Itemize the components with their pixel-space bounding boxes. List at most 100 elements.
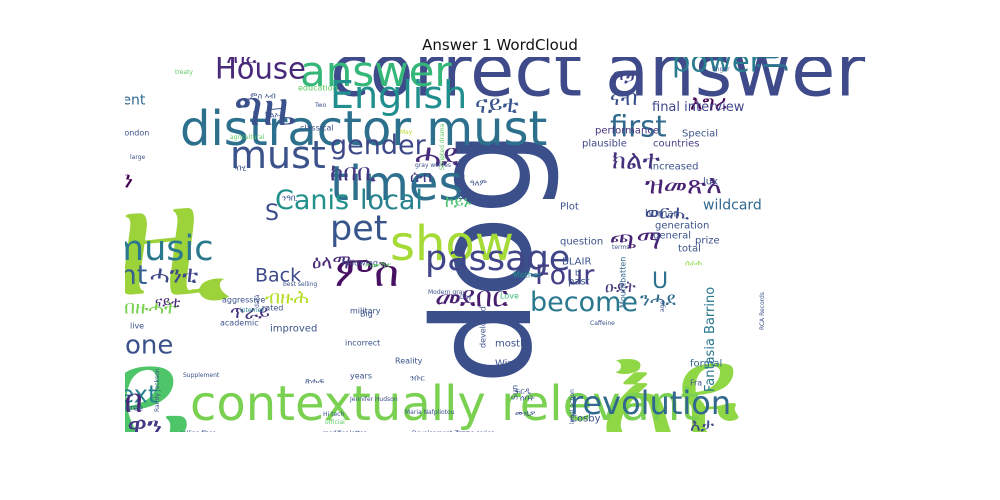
word-54: ንሓደ bbox=[640, 289, 676, 311]
word-45: ናብ bbox=[610, 86, 637, 110]
word-36: ዝመጽእ bbox=[645, 170, 722, 200]
word-122: finger bbox=[712, 66, 730, 73]
word-47: እግሪ bbox=[690, 91, 727, 115]
word-5: times bbox=[330, 156, 463, 212]
word-56: እታ bbox=[690, 415, 715, 432]
word-20: House bbox=[215, 57, 306, 86]
word-128: large bbox=[130, 154, 146, 161]
word-116: classical bbox=[300, 124, 334, 133]
word-76: industry bbox=[456, 159, 467, 200]
word-26: Light bbox=[125, 260, 147, 291]
word-117: London bbox=[125, 129, 149, 138]
word-49: ቦታ bbox=[612, 64, 640, 88]
word-91: Mountbatten bbox=[619, 257, 628, 308]
word-13: music bbox=[125, 229, 213, 269]
word-120: May bbox=[400, 129, 413, 136]
word-21: gender bbox=[330, 130, 427, 161]
word-112: internet bbox=[240, 307, 264, 314]
word-77: increased bbox=[650, 161, 699, 172]
word-17: judges bbox=[751, 57, 789, 71]
word-149: ሰራሕ bbox=[685, 259, 702, 268]
word-135: Maria Nafpliotou bbox=[405, 409, 455, 416]
word-119: treaty bbox=[175, 69, 193, 76]
word-115: academic bbox=[220, 319, 259, 328]
word-140: Hi tech bbox=[323, 411, 344, 418]
word-85: generation bbox=[655, 220, 709, 231]
word-64: ናይቲ bbox=[155, 295, 181, 311]
word-74: performance bbox=[595, 125, 659, 136]
word-65: government bbox=[125, 93, 146, 109]
word-80: Plot bbox=[560, 201, 579, 212]
word-109: Love bbox=[500, 292, 519, 301]
word-131: gray wolves bbox=[415, 162, 451, 169]
word-83: general bbox=[653, 230, 691, 241]
word-22: local bbox=[360, 185, 423, 216]
word-12: must bbox=[230, 133, 326, 177]
word-153: ካልኦት bbox=[265, 111, 285, 120]
word-118: education bbox=[298, 84, 338, 93]
word-38: ሓንቲ bbox=[150, 261, 198, 289]
word-15: passage bbox=[425, 239, 570, 279]
word-35: ክልተ bbox=[612, 145, 661, 175]
word-32: እዋን bbox=[125, 410, 162, 432]
word-95: Cosby bbox=[570, 413, 601, 424]
word-124: terms bbox=[612, 244, 629, 251]
word-3: እዩ bbox=[600, 316, 740, 432]
word-41: ናይቲ bbox=[475, 91, 519, 119]
word-67: U bbox=[652, 269, 668, 294]
word-141: selling fiber bbox=[180, 430, 216, 432]
word-156: ሓሙሽተ bbox=[365, 261, 392, 270]
word-98: developed bbox=[479, 306, 488, 348]
word-51: ብዙሕ bbox=[265, 287, 309, 309]
word-8: show bbox=[390, 216, 514, 272]
word-110: military bbox=[350, 307, 381, 316]
word-0: እዚ bbox=[125, 145, 231, 332]
word-121: Two bbox=[314, 102, 327, 109]
word-70: final interview bbox=[652, 100, 745, 115]
word-151: ምስ ኣብ bbox=[250, 92, 276, 101]
word-30: ምስ bbox=[335, 247, 399, 296]
word-90: Mother bbox=[513, 271, 542, 280]
word-97: mostly bbox=[495, 338, 529, 349]
word-75: plausible bbox=[582, 138, 627, 149]
word-88: total bbox=[678, 243, 701, 254]
word-37: ጫማ bbox=[610, 225, 662, 255]
word-25: Canis bbox=[275, 185, 349, 216]
word-66: S bbox=[265, 201, 279, 226]
word-84: prize bbox=[695, 235, 720, 246]
word-34: መደበር bbox=[435, 280, 508, 314]
word-93: formal bbox=[690, 358, 722, 369]
word-43: እቶም bbox=[125, 57, 133, 61]
word-50: ብዙሓት bbox=[125, 297, 177, 319]
word-87: BLAIR bbox=[562, 256, 591, 267]
word-104: live bbox=[130, 322, 144, 331]
word-99: Reality bbox=[395, 357, 423, 366]
word-102: rated bbox=[262, 304, 283, 313]
word-58: ሰብ bbox=[410, 167, 432, 186]
word-158: ጽሑፍ bbox=[305, 377, 325, 386]
word-146: Day bbox=[460, 294, 472, 301]
word-123: age bbox=[659, 301, 666, 312]
word-161: ፍርዲ bbox=[515, 387, 531, 396]
word-92: Wind bbox=[495, 358, 520, 369]
word-53: ወርሒ bbox=[645, 202, 690, 224]
word-138: modifier letter bbox=[323, 430, 367, 432]
word-29: Back bbox=[255, 265, 301, 287]
word-103: improved bbox=[270, 323, 317, 334]
word-113: data bbox=[254, 294, 261, 308]
word-82: human bbox=[645, 208, 680, 219]
word-28: text bbox=[125, 381, 157, 409]
word-154: ንዓቢ bbox=[282, 194, 298, 203]
word-148: b bbox=[575, 269, 580, 278]
word-2: dog bbox=[405, 129, 563, 385]
word-139: official bbox=[325, 419, 345, 426]
word-42: ከተማ bbox=[178, 57, 226, 61]
word-52: ጥራይ bbox=[230, 302, 270, 324]
word-133: best selling bbox=[283, 281, 318, 288]
word-33: ሓደ bbox=[415, 136, 459, 174]
word-59: ዑደት bbox=[605, 277, 636, 296]
word-23: Four bbox=[535, 260, 595, 291]
word-68: wildcard bbox=[703, 198, 762, 214]
word-143: legal action bbox=[569, 389, 576, 424]
